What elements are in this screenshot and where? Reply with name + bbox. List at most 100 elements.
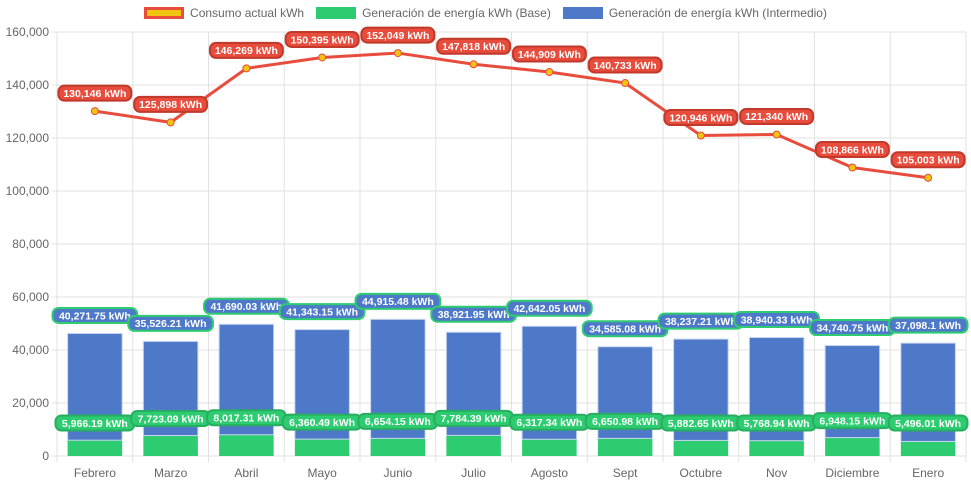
data-label-bg — [506, 299, 593, 317]
bar-base — [67, 440, 123, 456]
bar-intermedio — [67, 332, 123, 441]
data-label-bg — [811, 412, 893, 430]
data-label-text: 130,146 kWh — [63, 88, 126, 100]
data-label: 120,946 kWh — [663, 108, 739, 126]
data-label-text: 5,966.19 kWh — [62, 418, 128, 430]
bar-base — [900, 441, 956, 456]
data-label-text: 7,784.39 kWh — [441, 413, 507, 425]
data-label: 7,723.09 kWh — [130, 410, 212, 428]
y-tick-label: 100,000 — [6, 184, 50, 198]
data-label-text: 34,585.08 kWh — [589, 324, 661, 336]
data-label-bg — [284, 30, 360, 48]
point-consumo — [924, 173, 933, 182]
data-label: 6,360.49 kWh — [281, 413, 363, 431]
point-consumo — [90, 107, 99, 116]
point-consumo — [242, 64, 251, 73]
data-label: 5,882.65 kWh — [660, 414, 742, 432]
y-tick-label: 20,000 — [12, 396, 49, 410]
bar-base — [294, 439, 350, 456]
bar-base — [749, 440, 804, 456]
data-label-text: 105,003 kWh — [897, 155, 960, 167]
y-tick-label: 80,000 — [12, 237, 49, 251]
bar-base — [597, 438, 653, 456]
data-label-text: 144,909 kWh — [518, 49, 581, 61]
bar-intermedio — [900, 342, 956, 442]
legend-item-intermedio[interactable]: Generación de energía kWh (Intermedio) — [562, 6, 827, 20]
data-label-text: 140,733 kWh — [594, 60, 657, 72]
data-label-text: 5,882.65 kWh — [668, 418, 734, 430]
legend-swatch-intermedio — [562, 7, 603, 19]
point-consumo — [393, 49, 402, 58]
bar-base — [370, 438, 426, 456]
point-consumo — [166, 118, 175, 127]
data-label-text: 8,017.31 kWh — [213, 413, 279, 425]
data-label: 125,898 kWh — [133, 95, 209, 113]
data-label-text: 6,360.49 kWh — [289, 417, 355, 429]
bar-intermedio — [445, 331, 502, 436]
bar-base — [673, 440, 729, 456]
data-label-bg — [203, 297, 290, 315]
data-label: 140,733 kWh — [587, 56, 663, 74]
data-label-text: 150,395 kWh — [291, 34, 354, 46]
data-label-bg — [430, 305, 517, 323]
data-label: 41,343.15 kWh — [278, 303, 366, 321]
data-label: 144,909 kWh — [511, 45, 587, 63]
x-tick-label: Nov — [766, 466, 787, 480]
legend-label: Generación de energía kWh (Base) — [362, 6, 551, 20]
data-label: 105,003 kWh — [890, 151, 966, 169]
data-label-bg — [205, 409, 287, 427]
data-label: 34,585.08 kWh — [581, 320, 669, 338]
legend-label: Generación de energía kWh (Intermedio) — [608, 6, 827, 20]
data-label: 152,049 kWh — [360, 26, 436, 44]
data-label-bg — [360, 26, 436, 44]
y-tick-label: 140,000 — [6, 78, 50, 92]
data-label-text: 41,343.15 kWh — [286, 306, 358, 318]
data-label-text: 152,049 kWh — [366, 30, 429, 42]
point-consumo — [772, 130, 781, 139]
data-label-bg — [511, 45, 587, 63]
data-label-bg — [130, 410, 212, 428]
data-label: 35,526.21 kWh — [127, 314, 214, 332]
data-label-text: 7,723.09 kWh — [138, 413, 204, 425]
data-label-bg — [433, 409, 515, 427]
data-label: 121,340 kWh — [739, 107, 815, 125]
x-tick-label: Junio — [384, 466, 413, 480]
data-label-bg — [663, 108, 739, 126]
y-tick-label: 0 — [42, 449, 49, 463]
legend-item-consumo[interactable]: Consumo actual kWh — [144, 6, 304, 20]
data-label-text: 147,818 kWh — [442, 41, 505, 53]
data-label: 6,650.98 kWh — [584, 412, 666, 430]
legend-swatch-consumo — [144, 7, 185, 19]
data-label: 5,768.94 kWh — [736, 414, 818, 432]
data-label-bg — [508, 413, 590, 431]
data-label-text: 34,740.75 kWh — [816, 322, 888, 334]
data-label: 5,966.19 kWh — [54, 414, 136, 432]
data-label-text: 108,866 kWh — [821, 144, 884, 156]
data-label-text: 6,654.15 kWh — [365, 416, 431, 428]
x-tick-label: Diciembre — [825, 466, 879, 480]
bar-intermedio — [597, 346, 653, 439]
data-label-text: 42,642.05 kWh — [513, 303, 585, 315]
data-label: 6,948.15 kWh — [811, 412, 893, 430]
data-label-bg — [733, 311, 820, 329]
data-label: 130,146 kWh — [57, 84, 133, 102]
data-label: 147,818 kWh — [436, 37, 512, 55]
data-label: 37,098.1 kWh — [887, 316, 969, 334]
legend: Consumo actual kWh Generación de energía… — [0, 6, 971, 20]
data-label-bg — [57, 84, 133, 102]
data-label: 6,654.15 kWh — [357, 412, 439, 430]
bar-intermedio — [218, 323, 275, 436]
legend-item-base[interactable]: Generación de energía kWh (Base) — [316, 6, 551, 20]
data-label-bg — [739, 107, 815, 125]
data-label-bg — [357, 412, 439, 430]
x-tick-label: Abril — [234, 466, 258, 480]
legend-label: Consumo actual kWh — [190, 6, 305, 20]
data-label-bg — [887, 414, 969, 432]
x-tick-label: Octubre — [680, 466, 723, 480]
data-label-text: 35,526.21 kWh — [135, 318, 207, 330]
bar-intermedio — [748, 337, 805, 442]
bar-base — [143, 435, 198, 456]
data-label-bg — [657, 312, 745, 330]
data-label: 150,395 kWh — [284, 30, 360, 48]
